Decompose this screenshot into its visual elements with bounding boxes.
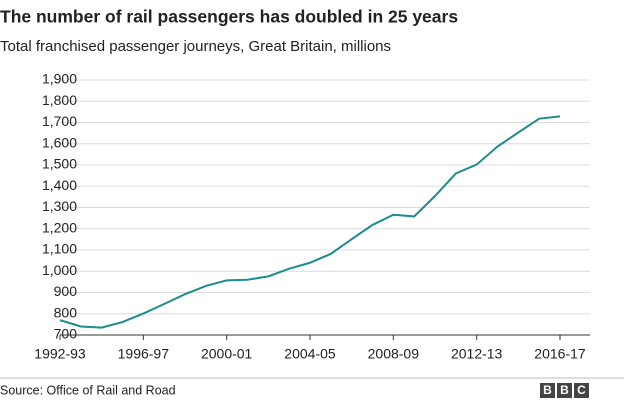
logo-letter: C: [577, 383, 586, 397]
x-tick-label: 1996-97: [118, 346, 170, 362]
y-tick-label: 800: [54, 304, 78, 320]
x-tick-label: 2000-01: [201, 346, 253, 362]
y-tick-label: 1,000: [42, 262, 77, 278]
data-line: [59, 115, 561, 329]
y-tick-label: 1,900: [42, 71, 77, 87]
chart-title: The number of rail passengers has double…: [0, 7, 458, 27]
y-tick-label: 1,700: [42, 113, 77, 129]
x-tick-label: 2012-13: [451, 346, 503, 362]
chart-subtitle: Total franchised passenger journeys, Gre…: [0, 38, 391, 55]
logo-box: [557, 383, 572, 398]
source: Source: Office of Rail and Road: [0, 383, 176, 397]
x-tick-label: 2016-17: [534, 346, 586, 362]
x-tick-label: 2008-09: [368, 346, 420, 362]
logo-letter: B: [543, 383, 552, 397]
logo-box: [540, 383, 555, 398]
y-tick-label: 700: [54, 326, 78, 342]
y-tick-label: 1,600: [42, 134, 77, 150]
x-tick-label: 2004-05: [284, 346, 336, 362]
logo-letter: B: [560, 383, 569, 397]
y-tick-label: 1,200: [42, 219, 77, 235]
logo-box: [574, 383, 589, 398]
x-tick-label: 1992-93: [34, 346, 86, 362]
y-tick-label: 1,300: [42, 198, 77, 214]
y-tick-label: 1,500: [42, 156, 77, 172]
y-tick-label: 900: [54, 283, 78, 299]
y-tick-label: 1,800: [42, 92, 77, 108]
y-tick-label: 1,400: [42, 177, 77, 193]
y-tick-label: 1,100: [42, 241, 77, 257]
